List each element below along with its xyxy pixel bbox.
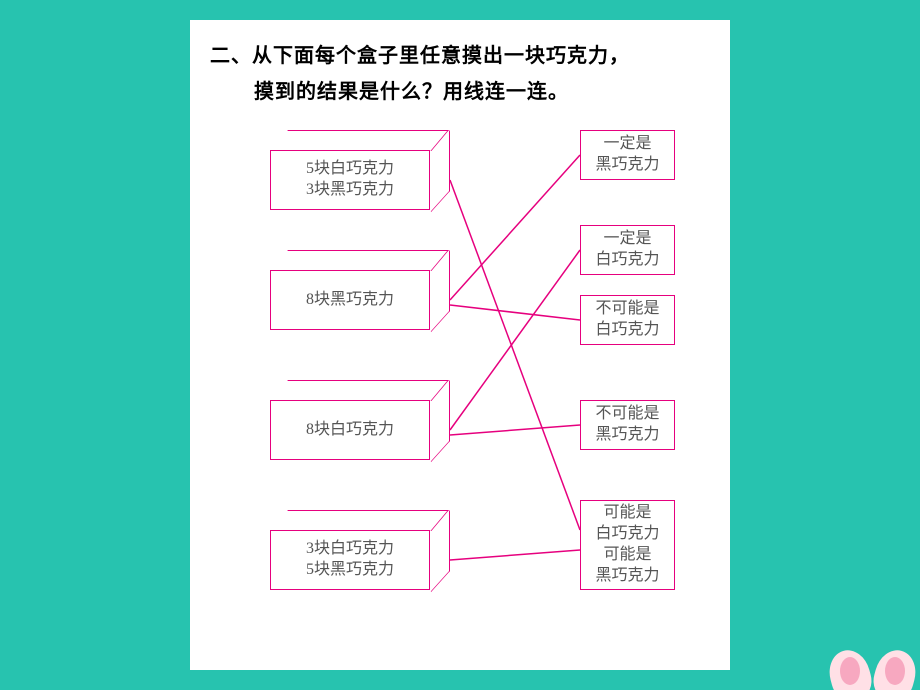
result-5: 可能是 白巧克力 可能是 黑巧克力 xyxy=(580,500,675,590)
result-4: 不可能是 黑巧克力 xyxy=(580,400,675,450)
question-title: 二、从下面每个盒子里任意摸出一块巧克力， xyxy=(210,38,710,74)
box-4-line2: 5块黑巧克力 xyxy=(306,560,394,581)
result-3: 不可能是 白巧克力 xyxy=(580,295,675,345)
matching-area: 5块白巧克力 3块黑巧克力 8块黑巧克力 8块白巧克力 3块白巧克力 5块黑巧克… xyxy=(210,120,710,660)
question-subtitle: 摸到的结果是什么？用线连一连。 xyxy=(210,74,710,110)
box-1-line2: 3块黑巧克力 xyxy=(306,180,394,201)
result-2: 一定是 白巧克力 xyxy=(580,225,675,275)
box-4: 3块白巧克力 5块黑巧克力 xyxy=(270,510,450,590)
box-4-line1: 3块白巧克力 xyxy=(306,539,394,560)
box-2: 8块黑巧克力 xyxy=(270,250,450,330)
result-1: 一定是 黑巧克力 xyxy=(580,130,675,180)
bunny-decoration xyxy=(820,620,920,690)
box-1-line1: 5块白巧克力 xyxy=(306,159,394,180)
box-3: 8块白巧克力 xyxy=(270,380,450,460)
box-1: 5块白巧克力 3块黑巧克力 xyxy=(270,130,450,210)
worksheet-page: 二、从下面每个盒子里任意摸出一块巧克力， 摸到的结果是什么？用线连一连。 5块白… xyxy=(190,20,730,670)
box-3-line1: 8块白巧克力 xyxy=(306,420,394,441)
box-2-line1: 8块黑巧克力 xyxy=(306,290,394,311)
